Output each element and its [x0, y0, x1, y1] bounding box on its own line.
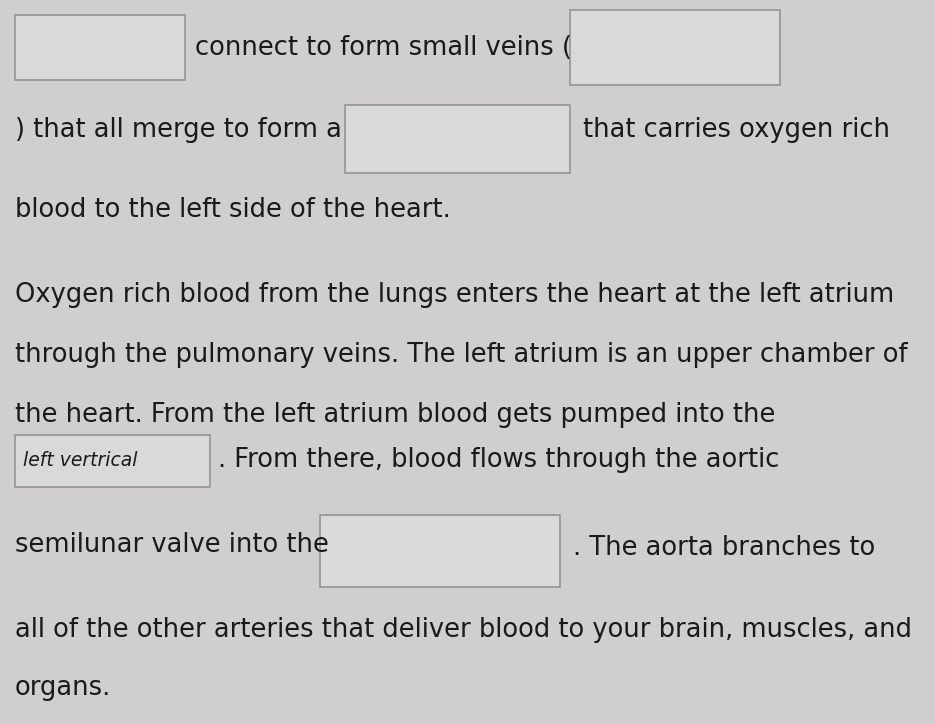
Text: ) that all merge to form a: ) that all merge to form a [15, 117, 342, 143]
Bar [570, 10, 780, 85]
Text: through the pulmonary veins. The left atrium is an upper chamber of: through the pulmonary veins. The left at… [15, 342, 908, 368]
Text: . From there, blood flows through the aortic: . From there, blood flows through the ao… [218, 447, 780, 473]
Text: organs.: organs. [15, 675, 111, 701]
Bar [15, 435, 210, 487]
Text: semilunar valve into the: semilunar valve into the [15, 532, 329, 558]
Text: blood to the left side of the heart.: blood to the left side of the heart. [15, 197, 451, 223]
Text: connect to form small veins (: connect to form small veins ( [195, 35, 572, 61]
Text: Oxygen rich blood from the lungs enters the heart at the left atrium: Oxygen rich blood from the lungs enters … [15, 282, 894, 308]
Text: . The aorta branches to: . The aorta branches to [573, 535, 875, 561]
Text: left vertrical: left vertrical [23, 452, 137, 471]
Text: that carries oxygen rich: that carries oxygen rich [583, 117, 890, 143]
Text: the heart. From the left atrium blood gets pumped into the: the heart. From the left atrium blood ge… [15, 402, 775, 428]
Text: all of the other arteries that deliver blood to your brain, muscles, and: all of the other arteries that deliver b… [15, 617, 912, 643]
Bar [345, 105, 570, 173]
Bar [320, 515, 560, 587]
Bar [15, 15, 185, 80]
